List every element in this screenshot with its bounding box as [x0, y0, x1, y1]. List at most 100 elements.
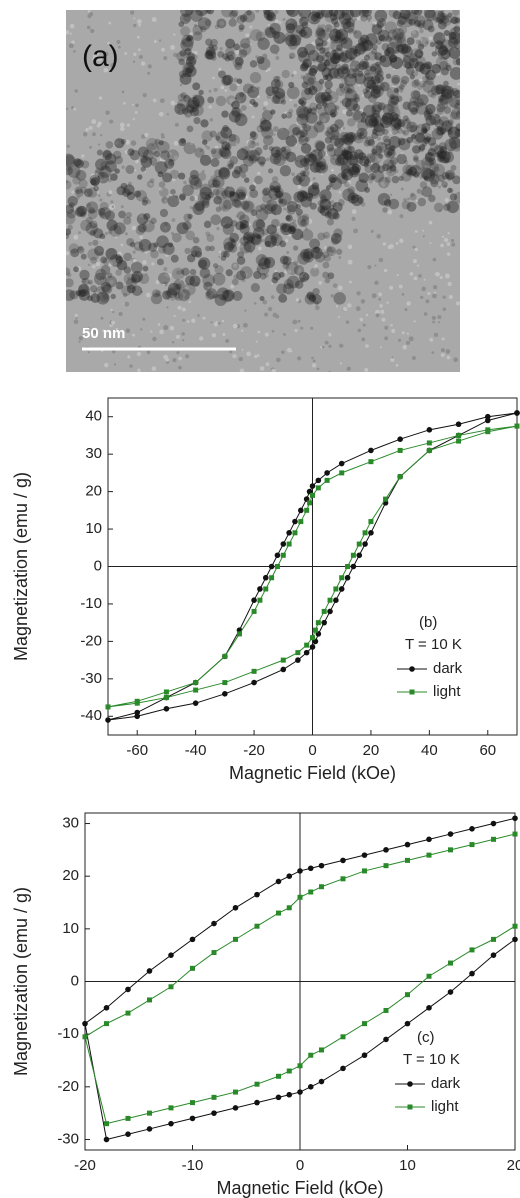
- particle: [199, 183, 212, 196]
- particle: [110, 293, 116, 300]
- particle: [102, 293, 109, 300]
- particle: [285, 215, 291, 221]
- particle: [172, 267, 185, 281]
- particle: [454, 128, 460, 138]
- point: [146, 1126, 153, 1132]
- particle: [239, 236, 249, 246]
- particle: [406, 168, 414, 176]
- particle: [219, 146, 231, 158]
- particle: [423, 175, 429, 181]
- grain: [97, 143, 101, 146]
- grain: [168, 152, 172, 156]
- particle: [275, 190, 284, 199]
- grain: [193, 50, 198, 55]
- grain: [137, 368, 141, 372]
- particle: [316, 12, 324, 20]
- particle: [115, 256, 124, 264]
- particle: [325, 51, 332, 58]
- particle: [389, 54, 398, 63]
- particle: [106, 219, 118, 231]
- grain: [372, 121, 376, 126]
- particle: [250, 209, 258, 216]
- particle: [343, 181, 350, 188]
- point: [309, 644, 316, 650]
- grain: [327, 46, 331, 50]
- particle: [95, 268, 107, 281]
- particle: [349, 45, 358, 54]
- particle: [370, 74, 381, 85]
- particle: [239, 92, 245, 98]
- particle: [227, 160, 235, 168]
- grain: [312, 58, 317, 63]
- particle: [241, 105, 247, 111]
- particle: [257, 37, 270, 50]
- particle: [455, 111, 460, 119]
- grain: [271, 240, 276, 245]
- particle: [315, 161, 329, 174]
- grain: [307, 252, 310, 255]
- particle: [236, 211, 246, 220]
- particle: [376, 17, 387, 28]
- particle: [268, 187, 281, 201]
- grain: [409, 272, 414, 276]
- point: [324, 470, 330, 476]
- grain: [376, 136, 381, 141]
- particle: [212, 293, 218, 299]
- grain: [176, 351, 180, 355]
- grain: [425, 299, 430, 304]
- particle: [232, 56, 244, 68]
- particle: [343, 137, 354, 147]
- particle: [215, 131, 229, 144]
- particle: [310, 246, 323, 259]
- grain: [74, 313, 78, 317]
- particle: [98, 207, 112, 220]
- particle: [371, 109, 381, 119]
- particle: [299, 129, 308, 138]
- particle: [370, 112, 381, 124]
- particle: [293, 191, 305, 203]
- grain: [414, 247, 418, 252]
- point: [232, 1105, 239, 1111]
- grain: [154, 40, 157, 44]
- particle: [285, 23, 296, 34]
- grain: [328, 201, 332, 205]
- grain: [403, 159, 409, 165]
- grain: [88, 241, 93, 246]
- particle: [131, 285, 143, 297]
- particle: [431, 51, 437, 57]
- particle: [336, 44, 343, 51]
- grain: [254, 302, 257, 305]
- particle: [271, 176, 279, 183]
- particle: [312, 288, 320, 296]
- grain: [433, 332, 439, 337]
- grain: [444, 237, 449, 243]
- particle: [142, 196, 149, 203]
- particle: [335, 156, 345, 167]
- particle: [452, 175, 460, 185]
- particle: [234, 113, 248, 127]
- particle: [222, 223, 235, 235]
- particle: [292, 127, 301, 136]
- grain: [178, 356, 182, 361]
- particle: [329, 177, 343, 190]
- particle: [397, 119, 406, 128]
- grain: [177, 305, 182, 310]
- grain: [242, 236, 247, 241]
- particle: [294, 280, 304, 289]
- grain: [158, 111, 164, 117]
- particle: [123, 184, 135, 196]
- particle: [363, 104, 376, 118]
- grain: [376, 77, 381, 82]
- grain: [399, 238, 404, 243]
- particle: [329, 123, 339, 133]
- particle: [162, 172, 173, 183]
- particle: [304, 87, 312, 95]
- grain: [438, 321, 441, 324]
- grain: [233, 263, 238, 268]
- grain: [245, 33, 250, 38]
- particle: [280, 99, 287, 105]
- grain: [422, 127, 425, 130]
- particle: [326, 143, 335, 152]
- particle: [309, 161, 322, 173]
- particle: [387, 29, 399, 40]
